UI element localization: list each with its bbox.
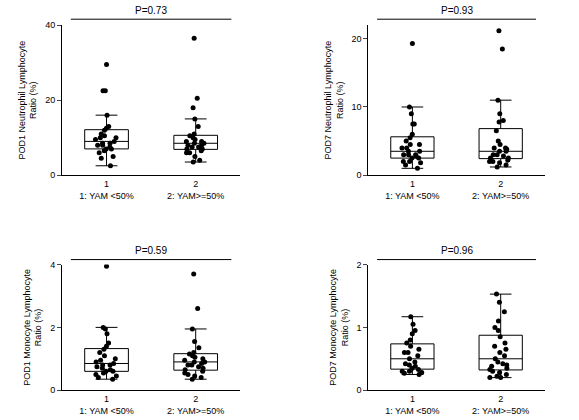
- svg-text:1: 1: [356, 323, 361, 333]
- svg-text:2: 2: [356, 260, 361, 270]
- svg-text:22: YAM>=50%: 22: YAM>=50%: [472, 394, 529, 416]
- svg-text:P=0.93: P=0.93: [441, 5, 473, 16]
- svg-text:22: YAM>=50%: 22: YAM>=50%: [167, 179, 224, 201]
- svg-text:0: 0: [356, 170, 361, 180]
- svg-text:11: YAM <50%: 11: YAM <50%: [79, 394, 133, 416]
- svg-text:P=0.59: P=0.59: [135, 245, 167, 256]
- svg-text:0: 0: [50, 170, 55, 180]
- svg-text:0: 0: [356, 385, 361, 395]
- svg-text:20: 20: [45, 95, 55, 105]
- svg-text:4: 4: [50, 260, 55, 270]
- svg-text:11: YAM <50%: 11: YAM <50%: [79, 179, 133, 201]
- svg-text:P=0.96: P=0.96: [441, 245, 473, 256]
- svg-text:22: YAM>=50%: 22: YAM>=50%: [472, 179, 529, 201]
- svg-text:POD1 Monocyte LymphocyteRatio: POD1 Monocyte LymphocyteRatio (%): [22, 269, 44, 386]
- svg-text:10: 10: [351, 102, 361, 112]
- svg-text:2: 2: [50, 323, 55, 333]
- svg-text:POD7 Neutrophil LymphocyteRati: POD7 Neutrophil LymphocyteRatio (%): [323, 41, 345, 160]
- svg-text:11: YAM <50%: 11: YAM <50%: [385, 179, 439, 201]
- svg-text:40: 40: [45, 20, 55, 30]
- svg-text:0: 0: [50, 385, 55, 395]
- svg-text:POD1 Neutrophil LymphocyteRati: POD1 Neutrophil LymphocyteRatio (%): [17, 41, 39, 160]
- svg-text:11: YAM <50%: 11: YAM <50%: [385, 394, 439, 416]
- svg-text:P=0.73: P=0.73: [135, 5, 167, 16]
- svg-text:POD7 Monocyte LymphocyteRatio: POD7 Monocyte LymphocyteRatio (%): [328, 269, 350, 386]
- svg-text:20: 20: [351, 34, 361, 44]
- svg-text:22: YAM>=50%: 22: YAM>=50%: [167, 394, 224, 416]
